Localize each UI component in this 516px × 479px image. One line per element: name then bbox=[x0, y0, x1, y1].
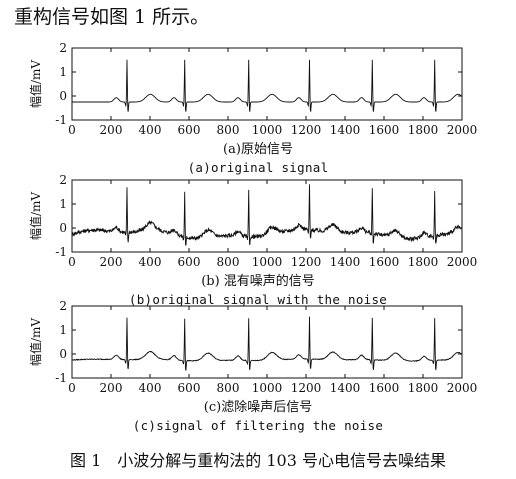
x-tick-label: 0 bbox=[68, 255, 76, 269]
y-axis-label: 幅值/mV bbox=[28, 60, 43, 108]
x-tick-label: 2000 bbox=[447, 381, 478, 395]
caption-b-en: (b)original signal with the noise bbox=[128, 292, 388, 307]
y-tick-label: 1 bbox=[59, 197, 67, 211]
caption-c-cn: (c)滤除噪声后信号 bbox=[203, 400, 313, 415]
intro-text: 重构信号如图 1 所示。 bbox=[14, 6, 210, 28]
y-tick-label: 1 bbox=[59, 65, 67, 79]
x-tick-label: 1600 bbox=[369, 123, 400, 137]
x-tick-label: 800 bbox=[217, 381, 240, 395]
x-tick-label: 200 bbox=[100, 381, 123, 395]
x-tick-label: 1200 bbox=[291, 123, 322, 137]
figure-caption: 图 1 小波分解与重构法的 103 号心电信号去噪结果 bbox=[70, 451, 446, 470]
ecg-series-line bbox=[71, 316, 463, 371]
x-tick-label: 1600 bbox=[369, 255, 400, 269]
x-tick-label: 800 bbox=[217, 123, 240, 137]
ecg-series-line bbox=[71, 184, 463, 246]
y-tick-label: 2 bbox=[59, 173, 67, 187]
y-tick-label: 2 bbox=[59, 41, 67, 55]
x-tick-label: 400 bbox=[139, 123, 162, 137]
y-tick-label: -1 bbox=[55, 113, 67, 127]
plot-frame bbox=[71, 305, 463, 379]
x-tick-label: 200 bbox=[100, 255, 123, 269]
x-tick-label: 1600 bbox=[369, 381, 400, 395]
y-tick-label: -1 bbox=[55, 371, 67, 385]
caption-b-cn: (b) 混有噪声的信号 bbox=[201, 274, 315, 289]
x-tick-label: 600 bbox=[178, 381, 201, 395]
x-tick-label: 800 bbox=[217, 255, 240, 269]
plot-frame bbox=[71, 47, 463, 121]
y-tick-label: 0 bbox=[59, 347, 67, 361]
caption-c-en: (c)signal of filtering the noise bbox=[132, 418, 384, 433]
y-axis-label: 幅值/mV bbox=[28, 192, 43, 240]
x-tick-label: 2000 bbox=[447, 123, 478, 137]
x-tick-label: 600 bbox=[178, 123, 201, 137]
x-tick-label: 1400 bbox=[330, 123, 361, 137]
x-tick-label: 400 bbox=[139, 255, 162, 269]
plot-frame bbox=[71, 179, 463, 253]
x-tick-label: 400 bbox=[139, 381, 162, 395]
x-tick-label: 1400 bbox=[330, 381, 361, 395]
y-axis-label: 幅值/mV bbox=[28, 318, 43, 366]
x-tick-label: 1400 bbox=[330, 255, 361, 269]
x-tick-label: 200 bbox=[100, 123, 123, 137]
x-tick-label: 1000 bbox=[252, 123, 283, 137]
y-tick-label: 1 bbox=[59, 323, 67, 337]
x-tick-label: 1000 bbox=[252, 255, 283, 269]
caption-a-cn: (a)原始信号 bbox=[223, 142, 293, 157]
x-tick-label: 1800 bbox=[408, 381, 439, 395]
y-tick-label: 0 bbox=[59, 89, 67, 103]
x-tick-label: 2000 bbox=[447, 255, 478, 269]
x-tick-label: 1800 bbox=[408, 123, 439, 137]
x-tick-label: 1800 bbox=[408, 255, 439, 269]
y-tick-label: 2 bbox=[59, 299, 67, 313]
y-tick-label: 0 bbox=[59, 221, 67, 235]
x-tick-label: 0 bbox=[68, 123, 76, 137]
x-tick-label: 0 bbox=[68, 381, 76, 395]
x-tick-label: 600 bbox=[178, 255, 201, 269]
y-tick-label: -1 bbox=[55, 245, 67, 259]
caption-a-en: (a)original signal bbox=[187, 160, 329, 175]
x-tick-label: 1200 bbox=[291, 381, 322, 395]
x-tick-label: 1200 bbox=[291, 255, 322, 269]
ecg-series-line bbox=[72, 59, 463, 112]
x-tick-label: 1000 bbox=[252, 381, 283, 395]
